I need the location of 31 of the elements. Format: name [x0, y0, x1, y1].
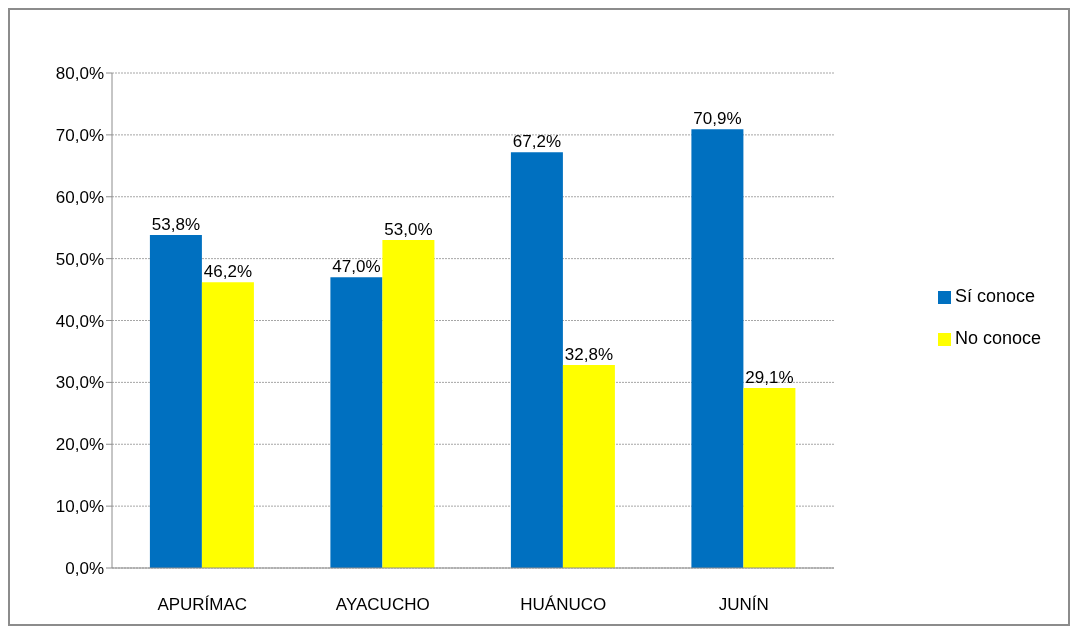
data-label: 29,1% [745, 367, 794, 387]
data-label: 53,8% [151, 215, 201, 235]
data-label: 46,2% [203, 262, 253, 282]
y-tick-label: 10,0% [55, 497, 104, 517]
bar [330, 277, 383, 568]
bar [510, 152, 563, 568]
bar [562, 365, 615, 568]
y-tick-label: 30,0% [55, 373, 104, 393]
x-tick-label: HUÁNUCO [520, 595, 607, 615]
x-tick-label: AYACUCHO [335, 595, 430, 615]
bar [149, 235, 202, 568]
y-tick-label: 60,0% [55, 187, 104, 207]
y-tick-label: 50,0% [55, 249, 104, 269]
bar [743, 387, 796, 568]
legend-label: No conoce [955, 328, 1042, 348]
data-label: 32,8% [564, 345, 614, 365]
y-tick-label: 0,0% [65, 559, 104, 579]
x-tick-label: APURÍMAC [157, 595, 248, 615]
data-label: 47,0% [332, 257, 381, 277]
data-label: 53,0% [384, 220, 433, 240]
bar [201, 282, 254, 568]
y-tick-label: 80,0% [55, 64, 104, 84]
y-tick-label: 70,0% [55, 125, 104, 145]
y-tick-label: 20,0% [55, 435, 104, 455]
data-label: 70,9% [693, 109, 742, 129]
data-label: 67,2% [512, 132, 562, 152]
bar [691, 129, 744, 568]
x-tick-label: JUNÍN [718, 595, 769, 615]
bar [382, 240, 435, 568]
legend-label: Sí conoce [955, 286, 1036, 306]
y-tick-label: 40,0% [55, 311, 104, 331]
